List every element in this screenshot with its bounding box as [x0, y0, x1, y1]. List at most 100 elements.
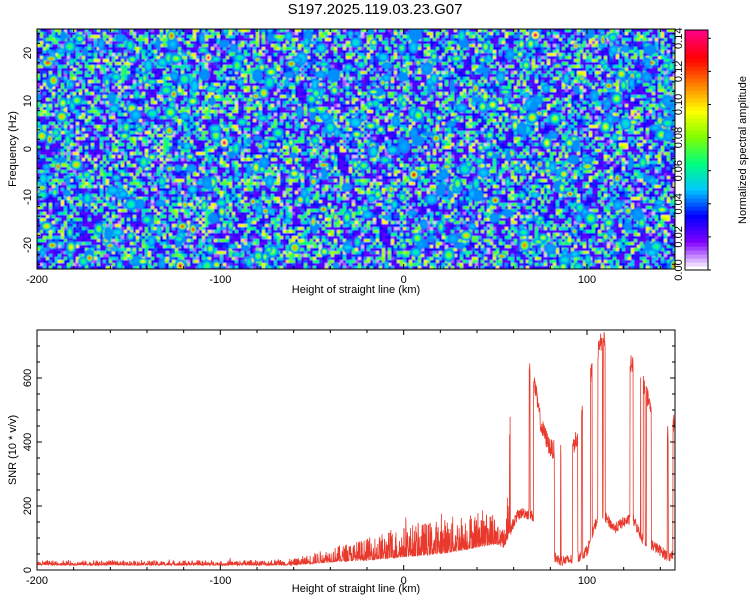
heatmap-cell [541, 74, 544, 77]
heatmap-cell [106, 65, 109, 68]
heatmap-cell [451, 92, 454, 95]
heatmap-cell [412, 68, 415, 71]
heatmap-cell [445, 62, 448, 65]
heatmap-cell [283, 65, 286, 68]
heatmap-cell [406, 32, 409, 35]
heatmap-cell [244, 41, 247, 44]
heatmap-cell [469, 53, 472, 56]
heatmap-cell [238, 92, 241, 95]
heatmap-cell [385, 95, 388, 98]
heatmap-cell [118, 47, 121, 50]
heatmap-cell [346, 47, 349, 50]
heatmap-cell [433, 41, 436, 44]
heatmap-cell [214, 71, 217, 74]
heatmap-cell [337, 50, 340, 53]
heatmap-cell [145, 50, 148, 53]
heatmap-cell [556, 32, 559, 35]
heatmap-cell [454, 44, 457, 47]
heatmap-cell [433, 65, 436, 68]
heatmap-cell [391, 50, 394, 53]
heatmap-cell [658, 65, 661, 68]
heatmap-cell [451, 41, 454, 44]
heatmap-cell [613, 59, 616, 62]
heatmap-cell [256, 41, 259, 44]
heatmap-cell [220, 35, 223, 38]
heatmap-cell [307, 71, 310, 74]
heatmap-cell [661, 56, 664, 59]
heatmap-cell [637, 44, 640, 47]
heatmap-cell [139, 71, 142, 74]
heatmap-cell [622, 35, 625, 38]
heatmap-cell [373, 56, 376, 59]
heatmap-cell [664, 89, 667, 92]
heatmap-cell [283, 50, 286, 53]
heatmap-cell [547, 77, 550, 80]
heatmap-cell [253, 83, 256, 86]
heatmap-cell [541, 68, 544, 71]
heatmap-cell [142, 89, 145, 92]
heatmap-cell [583, 53, 586, 56]
heatmap-cell [661, 74, 664, 77]
heatmap-cell [478, 50, 481, 53]
heatmap-cell [538, 65, 541, 68]
heatmap-cell [151, 89, 154, 92]
heatmap-cell [193, 71, 196, 74]
heatmap-cell [298, 41, 301, 44]
heatmap-cell [466, 47, 469, 50]
heatmap-cell [442, 77, 445, 80]
heatmap-cell [127, 80, 130, 83]
heatmap-cell [202, 89, 205, 92]
heatmap-cell [490, 41, 493, 44]
heatmap-cell [217, 53, 220, 56]
heatmap-cell [337, 65, 340, 68]
heatmap-cell [277, 32, 280, 35]
heatmap-cell [583, 68, 586, 71]
heatmap-cell [292, 32, 295, 35]
heatmap-cell [556, 89, 559, 92]
heatmap-cell [43, 50, 46, 53]
heatmap-cell [595, 77, 598, 80]
heatmap-cell [460, 77, 463, 80]
heatmap-cell [457, 80, 460, 83]
heatmap-cell [100, 86, 103, 89]
heatmap-cell [97, 83, 100, 86]
heatmap-cell [364, 53, 367, 56]
heatmap-cell [571, 41, 574, 44]
heatmap-cell [160, 71, 163, 74]
heatmap-cell [505, 71, 508, 74]
heatmap-cell [52, 98, 55, 101]
heatmap-cell [358, 74, 361, 77]
heatmap-cell [61, 62, 64, 65]
heatmap-cell [394, 53, 397, 56]
heatmap-cell [574, 65, 577, 68]
heatmap-cell [655, 65, 658, 68]
heatmap-cell [421, 86, 424, 89]
heatmap-cell [301, 71, 304, 74]
heatmap-cell [109, 71, 112, 74]
heatmap-cell [178, 68, 181, 71]
heatmap-cell [235, 95, 238, 98]
heatmap-cell [91, 65, 94, 68]
heatmap-cell [361, 44, 364, 47]
heatmap-cell [541, 41, 544, 44]
heatmap-cell [358, 35, 361, 38]
heatmap-cell [358, 95, 361, 98]
heatmap-cell [535, 89, 538, 92]
heatmap-cell [70, 53, 73, 56]
heatmap-cell [640, 35, 643, 38]
heatmap-cell [100, 89, 103, 92]
heatmap-cell [244, 68, 247, 71]
heatmap-cell [442, 65, 445, 68]
heatmap-cell [367, 65, 370, 68]
heatmap-cell [397, 32, 400, 35]
heatmap-cell [529, 86, 532, 89]
heatmap-cell [211, 32, 214, 35]
heatmap-cell [151, 92, 154, 95]
heatmap-cell [355, 77, 358, 80]
heatmap-cell [520, 59, 523, 62]
heatmap-cell [268, 65, 271, 68]
heatmap-cell [67, 53, 70, 56]
heatmap-cell [451, 44, 454, 47]
heatmap-cell [529, 77, 532, 80]
heatmap-cell [622, 92, 625, 95]
